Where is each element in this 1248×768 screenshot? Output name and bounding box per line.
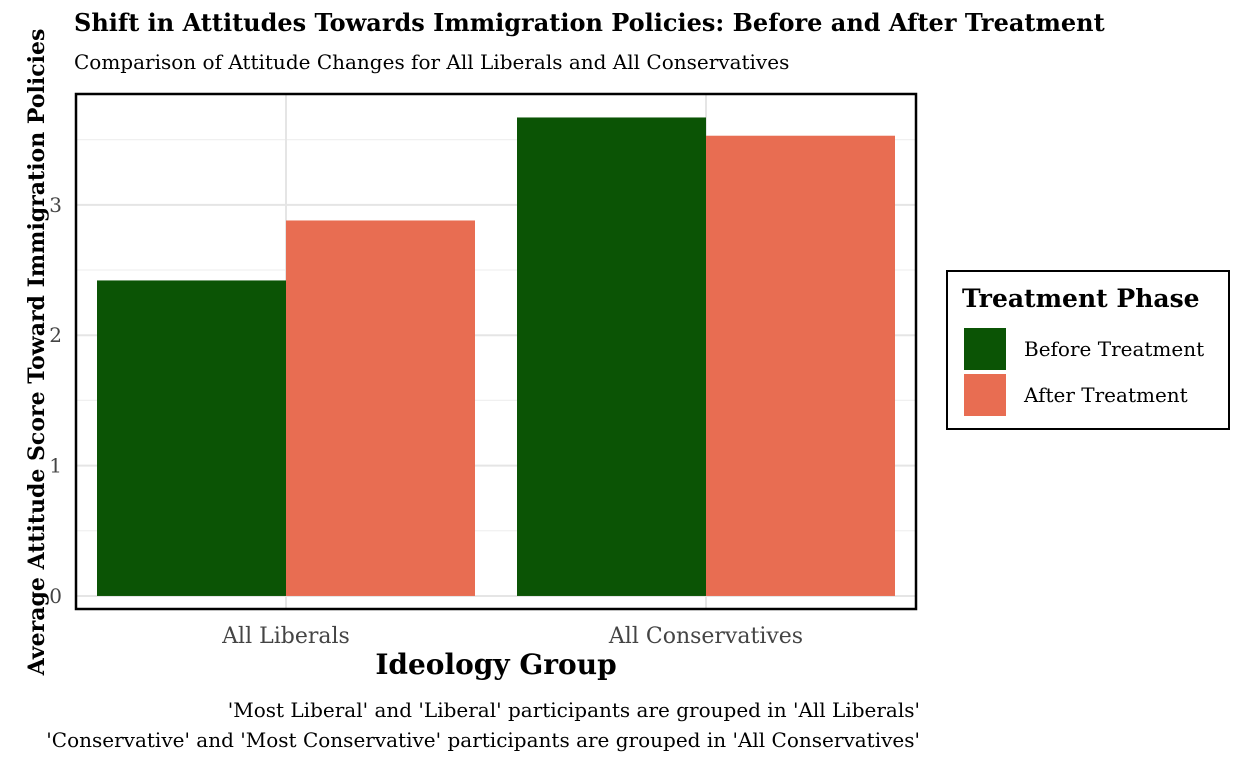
legend-item-after-treatment: After Treatment (964, 374, 1188, 416)
y-tick-label: 2 (49, 323, 62, 347)
legend-label-after-treatment: After Treatment (1024, 383, 1188, 407)
legend-label-before-treatment: Before Treatment (1024, 337, 1205, 361)
chart-subtitle: Comparison of Attitude Changes for All L… (74, 50, 790, 74)
bar-after-treatment (706, 135, 895, 596)
x-axis-label: Ideology Group (375, 648, 617, 681)
legend-title: Treatment Phase (962, 284, 1200, 313)
y-tick-label: 1 (49, 454, 62, 478)
y-tick-label: 3 (49, 193, 62, 217)
x-tick-label: All Liberals (221, 624, 350, 649)
x-tick-label: All Conservatives (608, 624, 803, 649)
y-axis-label: Average Attitude Score Toward Immigratio… (24, 28, 50, 676)
legend-item-before-treatment: Before Treatment (964, 328, 1204, 370)
bar-after-treatment (286, 220, 475, 596)
caption-line-1: 'Most Liberal' and 'Liberal' participant… (227, 698, 920, 722)
ticks-layer: 0 1 2 3 All Liberals All Conservatives (49, 193, 803, 649)
plot-panel-border (74, 92, 918, 611)
legend-swatch-after-treatment (964, 374, 1006, 416)
bar-before-treatment (517, 117, 706, 596)
bar-before-treatment (97, 280, 286, 596)
bars-layer (97, 117, 895, 596)
chart-legend: Treatment Phase Before Treatment After T… (946, 270, 1230, 430)
y-tick-label: 0 (49, 584, 62, 608)
chart-title: Shift in Attitudes Towards Immigration P… (74, 8, 1105, 37)
legend-swatch-before-treatment (964, 328, 1006, 370)
caption-line-2: 'Conservative' and 'Most Conservative' p… (46, 728, 920, 752)
